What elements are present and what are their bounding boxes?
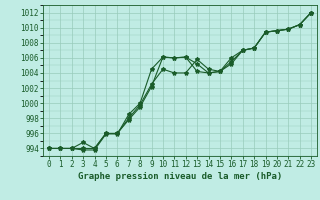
X-axis label: Graphe pression niveau de la mer (hPa): Graphe pression niveau de la mer (hPa)	[78, 172, 282, 181]
